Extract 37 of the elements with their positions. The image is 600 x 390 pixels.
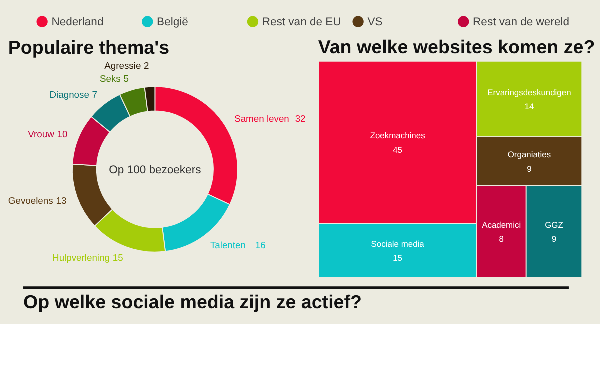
slice-label: Samen leven — [234, 112, 290, 124]
category-label: Organiaties — [508, 150, 552, 160]
slice-label: Hulpverlening — [52, 252, 110, 263]
data-label: 15 — [112, 252, 124, 263]
category-label: Ervaringsdeskundigen — [488, 87, 572, 98]
category-label: Nederland — [52, 16, 104, 29]
slice-label: Vrouw — [28, 128, 55, 140]
data-label: 9 — [552, 234, 557, 244]
category-label: VS — [368, 16, 383, 29]
category-label: België — [157, 16, 188, 29]
data-label: 10 — [57, 128, 68, 140]
slice-label: Diagnose — [50, 89, 90, 100]
slice-label: Talenten — [210, 239, 246, 250]
data-label: 32 — [295, 112, 306, 124]
category-label: Rest van de EU — [262, 16, 342, 29]
data-label: 13 — [56, 195, 67, 206]
data-label: 14 — [524, 102, 534, 112]
category-label: Rest van de wereld — [473, 16, 570, 29]
data-label: 5 — [124, 73, 129, 84]
category-label: Academici — [482, 220, 522, 230]
text: Op welke sociale media zijn ze actief? — [24, 292, 362, 313]
category-label: GGZ — [545, 220, 564, 230]
text: Op 100 bezoekers — [109, 164, 202, 176]
category-label: Zoekmachines — [370, 130, 426, 141]
data-label: 9 — [527, 164, 532, 174]
data-label: 16 — [255, 239, 266, 250]
slice-label: Gevoelens — [8, 195, 54, 206]
data-label: 45 — [393, 144, 403, 155]
data-label: 7 — [92, 89, 98, 100]
text: Van welke websites komen ze? — [318, 36, 596, 58]
slice-label: Agressie — [104, 60, 142, 71]
category-label: Sociale media — [371, 238, 425, 249]
data-label: 8 — [499, 234, 504, 244]
data-label: 2 — [144, 60, 150, 71]
data-label: 15 — [393, 252, 403, 263]
slice-label: Seks — [100, 73, 122, 84]
chart-title: Populaire thema's — [8, 36, 170, 58]
